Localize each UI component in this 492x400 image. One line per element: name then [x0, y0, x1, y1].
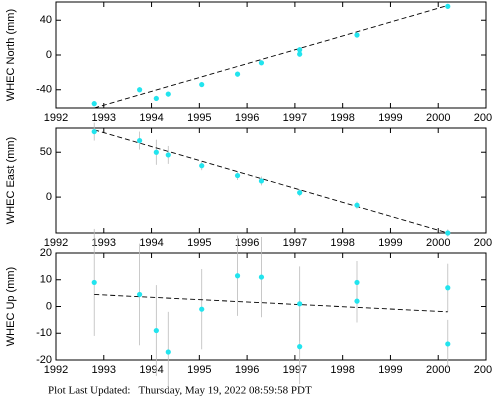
point [153, 327, 159, 334]
point [297, 47, 303, 53]
footer: Plot Last Updated: Thursday, May 19, 202… [48, 385, 312, 397]
y-tick-label: -10 [36, 327, 52, 339]
plot-frame [55, 1, 487, 109]
point [297, 301, 303, 307]
point [258, 60, 265, 66]
x-tick-label: 1997 [283, 237, 307, 249]
y-tick-label: -40 [36, 84, 52, 96]
y-axis-label: WHEC North (mm) [5, 9, 17, 101]
trend-line [94, 5, 448, 109]
x-tick-label: 2000 [426, 112, 450, 124]
trend-line [94, 129, 448, 234]
y-tick-label: 40 [40, 14, 52, 26]
point [137, 291, 143, 298]
x-tick-label: 1995 [187, 364, 211, 376]
point [297, 51, 303, 57]
x-tick-label: 1993 [92, 237, 116, 249]
x-tick-label: 1992 [44, 112, 68, 124]
y-tick-label: 0 [46, 300, 52, 312]
point [297, 344, 303, 350]
y-tick-label: 20 [40, 247, 52, 259]
x-tick-label: 1994 [139, 237, 163, 249]
x-tick-label: 1993 [92, 112, 116, 124]
point [165, 349, 171, 355]
point [153, 95, 159, 102]
point [234, 172, 241, 179]
y-tick-label: 0 [46, 191, 52, 203]
point [445, 341, 451, 347]
point [234, 71, 241, 77]
x-tick-label: 2000 [426, 364, 450, 376]
point [137, 137, 143, 144]
x-tick-label: 2001 [474, 237, 492, 249]
plot-frame [55, 252, 487, 361]
x-tick-label: 1997 [283, 364, 307, 376]
x-tick-label: 1998 [330, 112, 354, 124]
x-tick-label: 1998 [330, 364, 354, 376]
point [354, 298, 360, 304]
point [91, 128, 97, 135]
x-tick-label: 2000 [426, 237, 450, 249]
x-tick-label: 1995 [187, 112, 211, 124]
plot-frame [55, 127, 487, 234]
point [445, 3, 451, 9]
y-tick-label: 10 [40, 274, 52, 286]
x-tick-label: 1992 [44, 237, 68, 249]
point [258, 178, 265, 184]
point [137, 87, 143, 93]
x-tick-label: 1992 [44, 364, 68, 376]
x-tick-label: 1996 [235, 364, 259, 376]
point [165, 91, 171, 97]
x-tick-label: 1998 [330, 237, 354, 249]
y-tick-label: 50 [40, 146, 52, 158]
point [153, 149, 159, 155]
trend-line [94, 294, 448, 313]
x-tick-label: 1994 [139, 112, 163, 124]
point [258, 274, 265, 280]
x-tick-label: 1997 [283, 112, 307, 124]
y-tick-label: 0 [46, 49, 52, 61]
point [297, 190, 303, 196]
x-tick-label: 1999 [378, 364, 402, 376]
point [354, 202, 360, 208]
point [91, 279, 97, 286]
point [445, 230, 451, 236]
x-tick-label: 1993 [92, 364, 116, 376]
x-tick-label: 1995 [187, 237, 211, 249]
point [91, 101, 97, 107]
point [234, 273, 241, 279]
point [199, 163, 205, 169]
y-axis-label: WHEC Up (mm) [5, 267, 17, 346]
point [199, 306, 205, 312]
x-tick-label: 1994 [139, 364, 163, 376]
x-tick-label: 1999 [378, 237, 402, 249]
x-tick-label: 1996 [235, 237, 259, 249]
point [165, 152, 171, 158]
point [354, 279, 360, 286]
point [445, 285, 451, 291]
point [354, 32, 360, 38]
y-axis-label: WHEC East (mm) [5, 137, 17, 224]
point [199, 81, 205, 88]
x-tick-label: 2001 [474, 112, 492, 124]
x-tick-label: 2001 [474, 364, 492, 376]
x-tick-label: 1996 [235, 112, 259, 124]
x-tick-label: 1999 [378, 112, 402, 124]
y-tick-label: -20 [36, 354, 52, 366]
